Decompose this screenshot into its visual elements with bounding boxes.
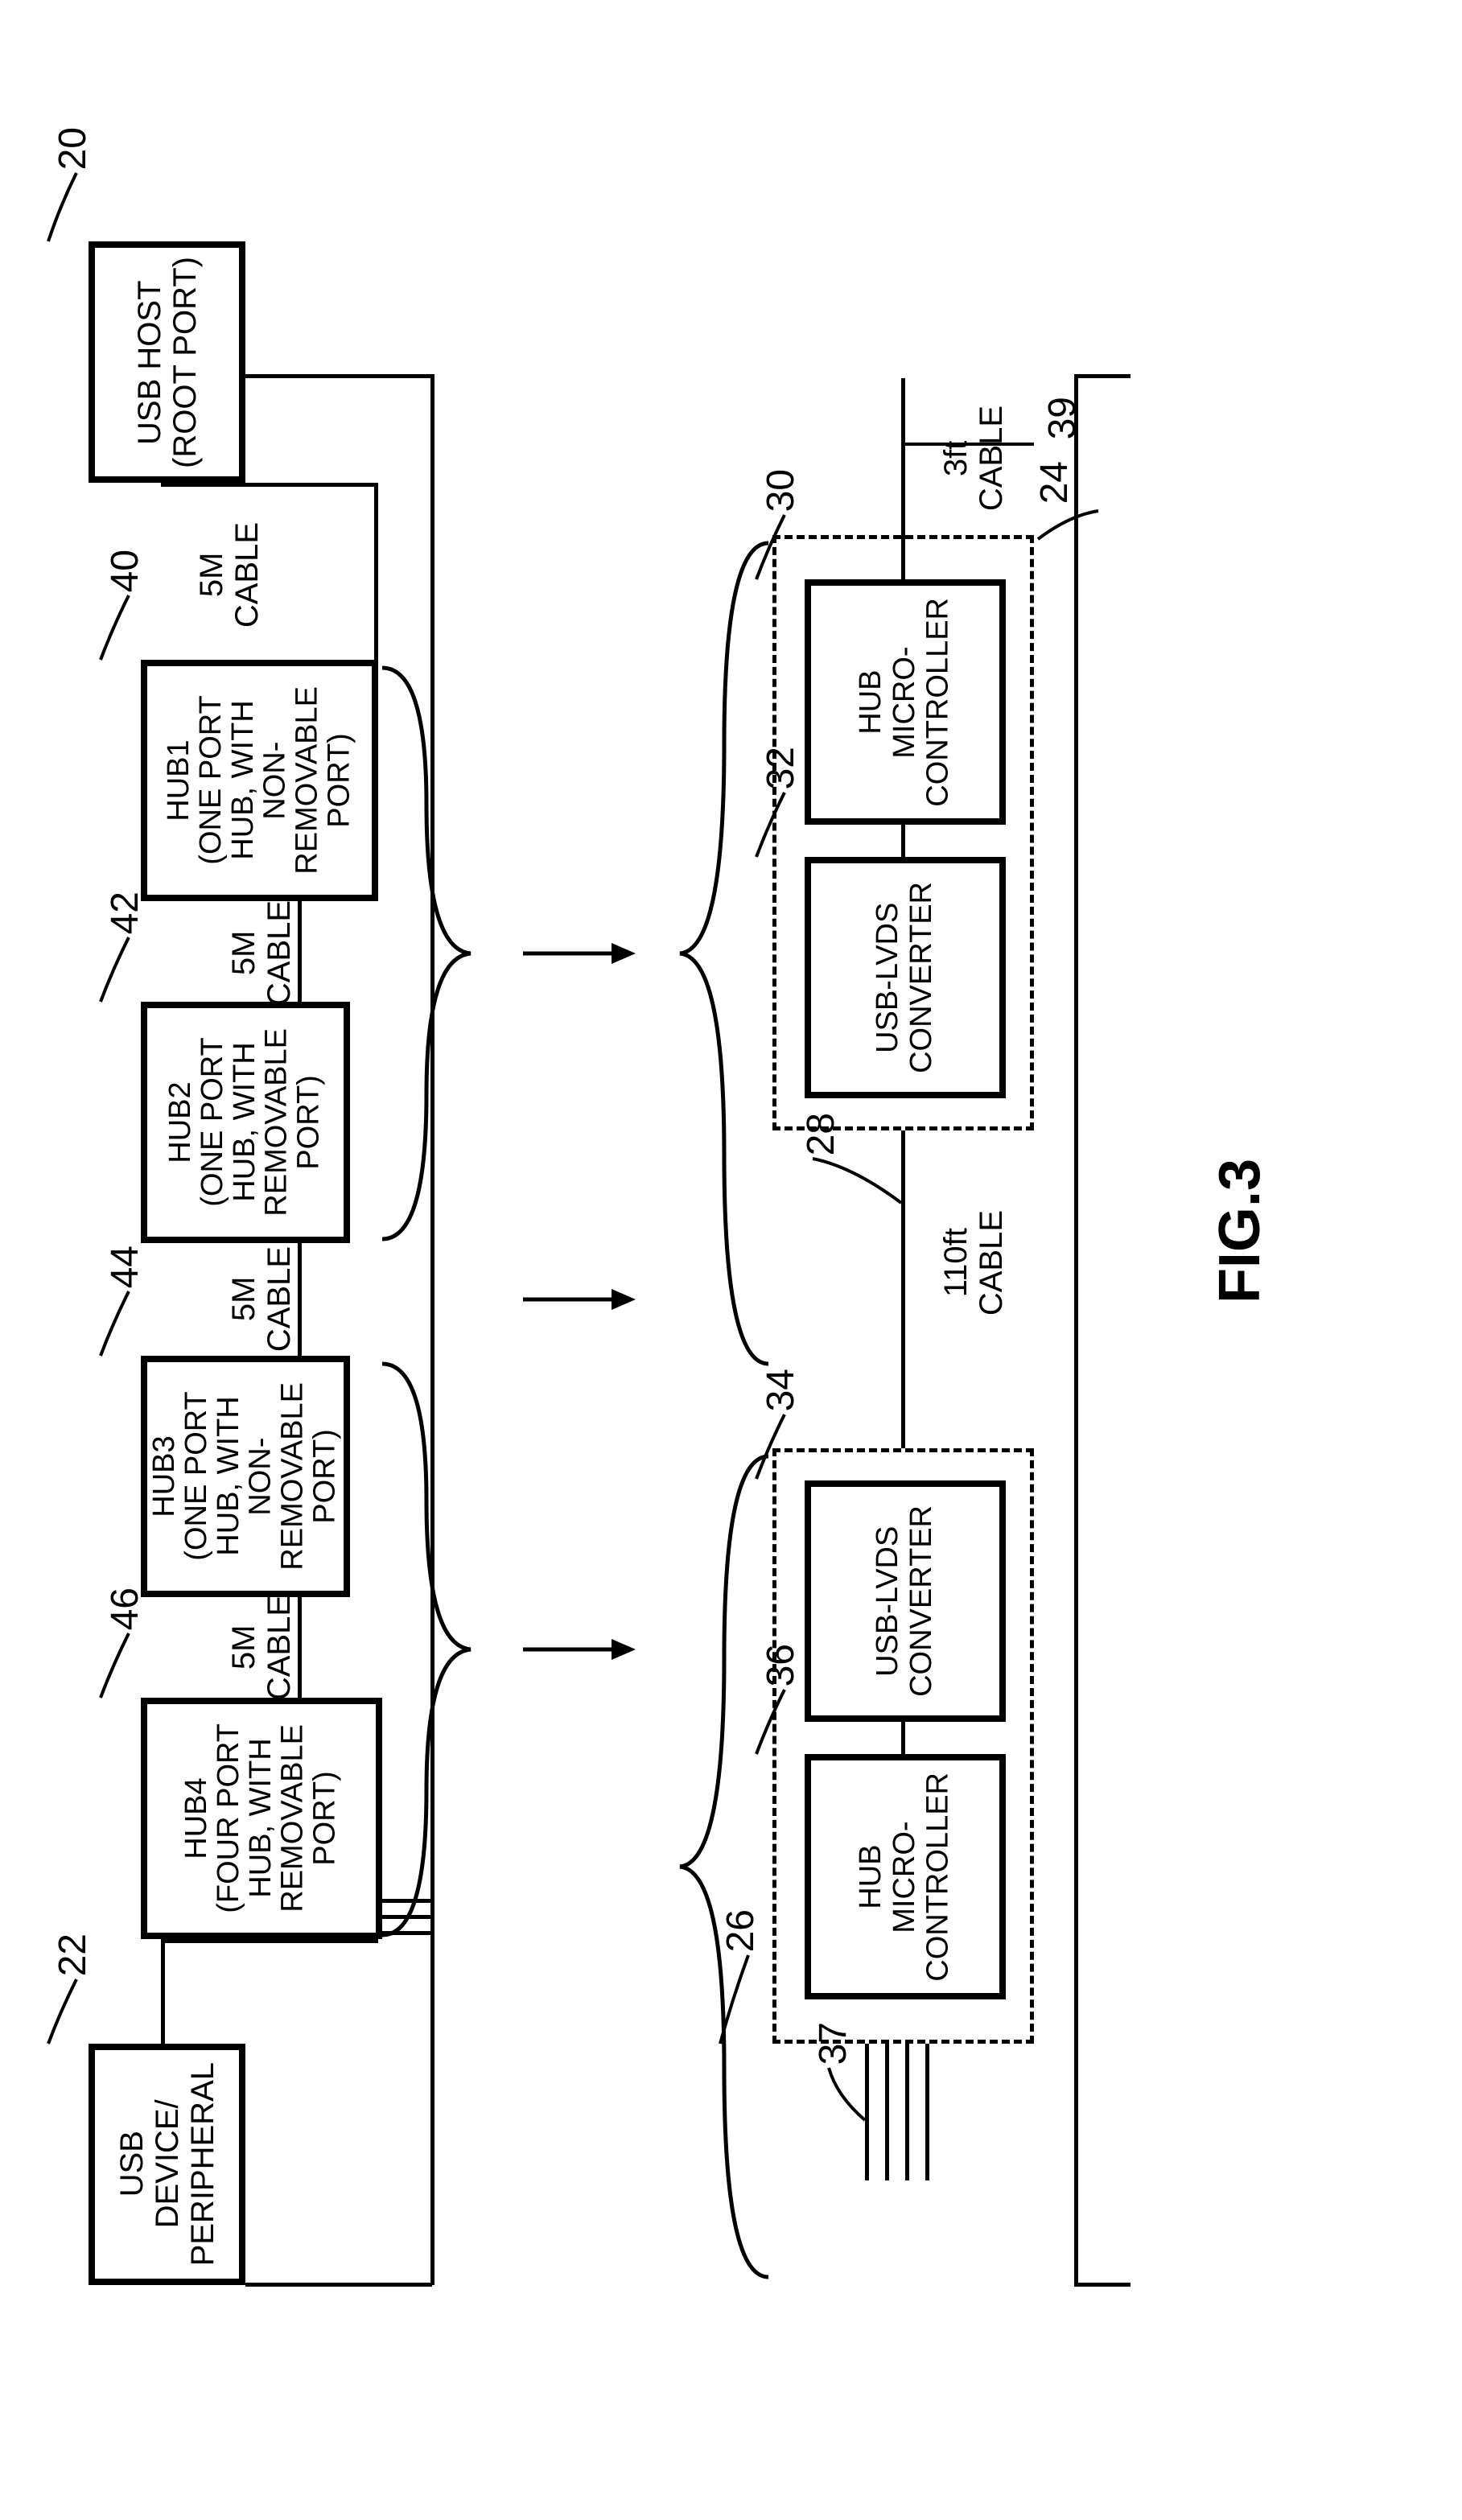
ref-28-tick [813, 1159, 905, 1207]
ref-46: 46 [101, 1585, 149, 1633]
ref-24-tick [1038, 511, 1102, 543]
cable-hub4-dev-h [161, 1939, 378, 1943]
ref-26-tick [720, 1955, 785, 2048]
ref-44: 44 [101, 1243, 149, 1291]
ref-28: 28 [797, 1110, 845, 1159]
ref-22: 22 [48, 1931, 97, 1979]
ref-26: 26 [716, 1907, 764, 1955]
ref-44-tick [101, 1291, 157, 1360]
ref-32-tick [756, 793, 813, 861]
cable-1-v [374, 483, 378, 664]
ref-37-tick [821, 2068, 869, 2124]
ref-20-tick [48, 173, 105, 245]
usb-device-block: USB DEVICE/ PERIPHERAL [89, 2044, 245, 2285]
ref-30: 30 [756, 467, 805, 515]
cable-1-h [161, 483, 378, 487]
brace-right-top [382, 1356, 519, 1943]
usb-host-text: USB HOST (ROOT PORT) [132, 257, 203, 468]
cable-3-label: 5MCABLE [221, 1243, 302, 1356]
conn-34-36 [901, 1722, 905, 1754]
ref-36-tick [756, 1690, 813, 1758]
ref-34: 34 [756, 1366, 805, 1414]
conn-30-32 [901, 825, 905, 857]
hub-mc-2-text: HUB MICRO- CONTROLLER [855, 1773, 955, 1982]
hub4-text: HUB4 (FOUR PORT HUB, WITH REMOVABLE PORT… [181, 1723, 341, 1913]
ref-34-tick [756, 1414, 813, 1483]
hub3-text: HUB3 (ONE PORT HUB, WITH NON- REMOVABLE … [149, 1382, 341, 1571]
hub-mc-2-block: HUB MICRO- CONTROLLER [805, 1754, 1006, 1999]
arrow-right [523, 1629, 636, 1670]
ref-39: 39 [1038, 394, 1086, 443]
hub4-block: HUB4 (FOUR PORT HUB, WITH REMOVABLE PORT… [141, 1698, 382, 1939]
edge-right-v [1074, 374, 1078, 2285]
brace-right-bottom [636, 1448, 772, 2285]
ref-32: 32 [756, 744, 805, 793]
stub-37-2 [885, 2044, 889, 2180]
ref-42: 42 [101, 889, 149, 937]
ref-39-tick [905, 443, 1034, 446]
usb-device-text: USB DEVICE/ PERIPHERAL [114, 2062, 220, 2266]
ref-40: 40 [101, 547, 149, 595]
arrow-left [523, 933, 636, 974]
ref-20: 20 [48, 125, 97, 173]
cable-1-label: 5MCABLE [177, 491, 282, 660]
ref-37: 37 [809, 2020, 857, 2068]
ref-36: 36 [756, 1641, 805, 1690]
edge-left-h2 [245, 2283, 432, 2287]
cable-2-label: 5MCABLE [221, 901, 302, 1006]
cable-hub4-dev-v [161, 1939, 165, 2044]
ref-46-tick [101, 1633, 157, 1702]
hub2-block: HUB2 (ONE PORT HUB, WITH REMOVABLE PORT) [141, 1002, 350, 1243]
edge-right-h1 [1074, 374, 1130, 378]
usb-host-block: USB HOST (ROOT PORT) [89, 241, 245, 483]
ref-40-tick [101, 595, 157, 664]
ref-24: 24 [1030, 459, 1078, 507]
arrow-mid [523, 1279, 636, 1320]
converter-1-block: USB-LVDS CONVERTER [805, 857, 1006, 1098]
cable-3ft [901, 378, 905, 579]
edge-left-h1 [245, 374, 432, 378]
converter-1-text: USB-LVDS CONVERTER [871, 882, 939, 1073]
ref-30-tick [756, 515, 813, 583]
edge-left-v [430, 374, 434, 2285]
ref-42-tick [101, 937, 157, 1006]
stub-37-3 [905, 2044, 909, 2180]
brace-left-top [382, 660, 519, 1247]
stub-37-4 [925, 2044, 929, 2180]
converter-2-block: USB-LVDS CONVERTER [805, 1480, 1006, 1722]
figure-label: FIG.3 [1207, 1159, 1303, 1400]
hub2-text: HUB2 (ONE PORT HUB, WITH REMOVABLE PORT) [165, 1028, 325, 1217]
hub-mc-1-text: HUB MICRO- CONTROLLER [855, 598, 955, 807]
hub-mc-1-block: HUB MICRO- CONTROLLER [805, 579, 1006, 825]
cable-3ft-label: 3ftCABLE [933, 378, 1014, 539]
cable-110ft-label: 110ftCABLE [933, 1159, 1014, 1368]
hub1-block: HUB1 (ONE PORT HUB, WITH NON- REMOVABLE … [141, 660, 378, 901]
cable-4-label: 5MCABLE [221, 1597, 302, 1698]
hub1-text: HUB1 (ONE PORT HUB, WITH NON- REMOVABLE … [163, 686, 356, 875]
ref-22-tick [48, 1979, 105, 2048]
edge-right-h2 [1074, 2283, 1130, 2287]
converter-2-text: USB-LVDS CONVERTER [871, 1505, 939, 1697]
hub3-block: HUB3 (ONE PORT HUB, WITH NON- REMOVABLE … [141, 1356, 350, 1597]
brace-left-bottom [636, 535, 772, 1372]
